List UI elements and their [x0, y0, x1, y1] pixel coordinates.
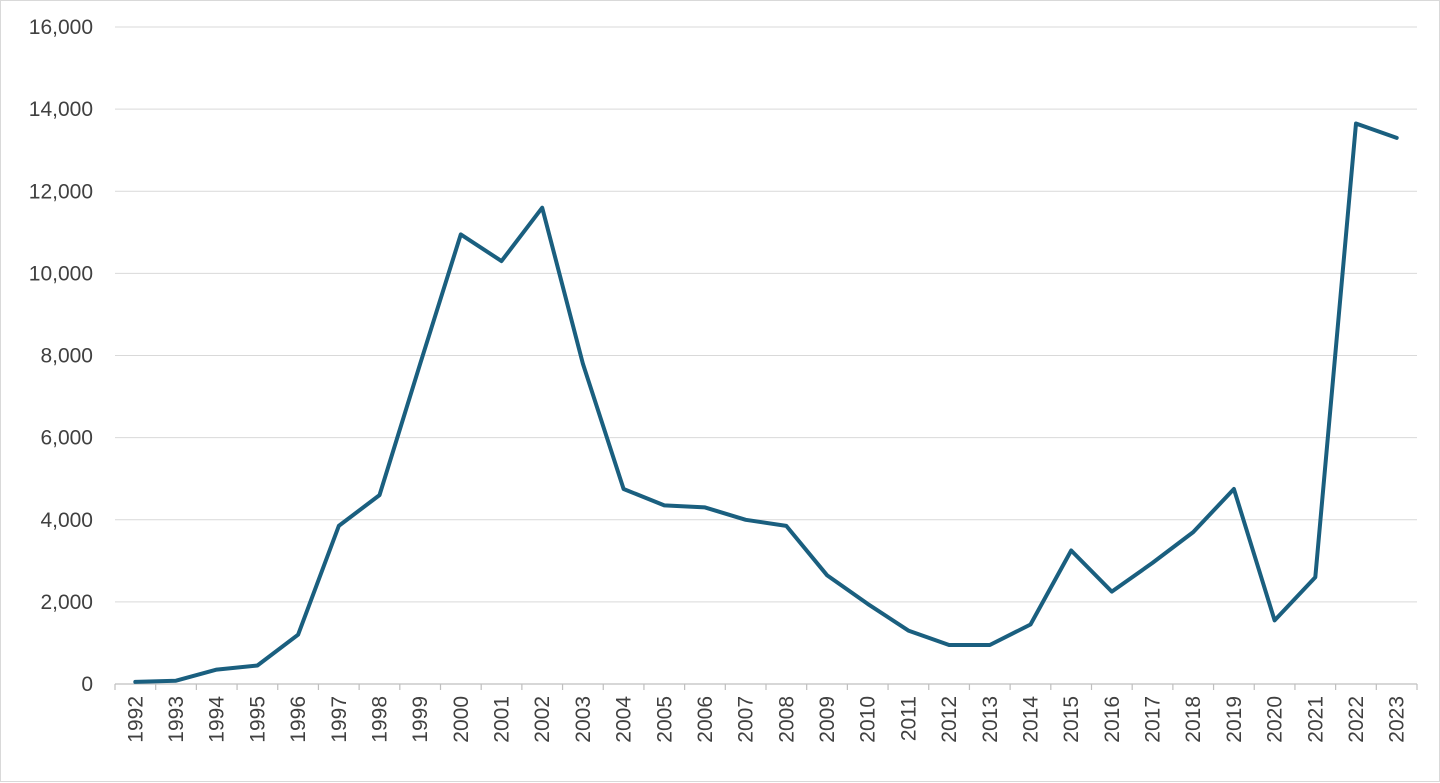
data-point-2019 [1231, 486, 1237, 492]
data-point-2004 [621, 486, 627, 492]
data-point-2006 [702, 504, 708, 510]
x-tick-label: 1998 [368, 696, 391, 743]
grid-lines [115, 26, 1417, 603]
data-point-2007 [743, 517, 749, 523]
x-tick-label: 2010 [857, 696, 880, 743]
data-point-2000 [458, 231, 464, 237]
data-point-2016 [1109, 589, 1115, 595]
x-tick-label: 2021 [1304, 696, 1327, 743]
x-tick-label: 2007 [735, 696, 758, 743]
x-tick-label: 2022 [1345, 696, 1368, 743]
data-point-1995 [254, 663, 260, 669]
x-tick-label: 2017 [1142, 696, 1165, 743]
x-tick-label: 2005 [653, 696, 676, 743]
x-tick-label: 2004 [613, 696, 636, 743]
data-point-2008 [783, 523, 789, 529]
x-tick-label: 1992 [124, 696, 147, 743]
y-tick-label: 6,000 [40, 427, 93, 450]
x-tick-label: 1999 [409, 696, 432, 743]
y-tick-label: 16,000 [29, 16, 93, 39]
x-tick-label: 2009 [816, 696, 839, 743]
x-tick-label: 2023 [1386, 696, 1409, 743]
y-tick-label: 12,000 [29, 180, 93, 203]
data-point-2005 [661, 502, 667, 508]
x-tick-label: 1994 [206, 696, 229, 743]
data-point-2017 [1150, 560, 1156, 566]
data-point-1997 [336, 523, 342, 529]
x-tick-label: 2020 [1264, 696, 1287, 743]
y-tick-label: 4,000 [40, 509, 93, 532]
x-tick-label: 1997 [328, 696, 351, 743]
x-tick-label: 1993 [165, 696, 188, 743]
data-point-1996 [295, 632, 301, 638]
y-tick-label: 14,000 [29, 98, 93, 121]
x-tick-label: 2018 [1182, 696, 1205, 743]
data-point-2014 [1027, 621, 1033, 627]
series-line-0 [133, 121, 1399, 684]
data-point-2015 [1068, 548, 1074, 554]
data-point-2010 [865, 601, 871, 607]
data-point-1994 [214, 667, 220, 673]
x-tick-label: 2003 [572, 696, 595, 743]
series-layer [132, 120, 1400, 685]
data-point-2020 [1272, 617, 1278, 623]
y-tick-label: 10,000 [29, 262, 93, 285]
x-tick-label: 2000 [450, 696, 473, 743]
x-tick-label: 2011 [897, 696, 920, 741]
data-point-2002 [539, 205, 545, 211]
data-point-1999 [417, 361, 423, 367]
data-point-2022 [1353, 120, 1359, 126]
data-point-2018 [1190, 529, 1196, 535]
data-point-2021 [1312, 574, 1318, 580]
data-point-2012 [946, 642, 952, 648]
y-tick-label: 0 [81, 673, 93, 696]
x-tick-label: 2014 [1019, 696, 1042, 743]
data-point-2011 [905, 628, 911, 634]
y-axis: 0 2,000 4,000 6,000 8,000 10,000 12,000 14,000 1… [29, 16, 93, 696]
data-point-1993 [173, 678, 179, 684]
x-tick-label: 2013 [979, 696, 1002, 743]
y-tick-label: 2,000 [40, 591, 93, 614]
x-tick-label: 2001 [491, 696, 514, 743]
data-point-2009 [824, 572, 830, 578]
y-tick-label: 8,000 [40, 345, 93, 368]
data-point-2003 [580, 361, 586, 367]
x-tick-label: 2016 [1101, 696, 1124, 743]
data-point-2013 [987, 642, 993, 648]
x-tick-label: 2019 [1223, 696, 1246, 743]
x-tick-label: 1996 [287, 696, 310, 743]
x-tick-label: 2008 [775, 696, 798, 743]
data-point-1992 [132, 679, 138, 685]
x-tick-label: 2002 [531, 696, 554, 743]
data-point-2001 [499, 258, 505, 264]
x-tick-label: 2006 [694, 696, 717, 743]
data-point-2023 [1394, 135, 1400, 141]
x-tick-label: 2015 [1060, 696, 1083, 743]
data-point-1998 [376, 492, 382, 498]
x-axis: 1992 1993 1994 1995 1996 1997 1998 1999 2000 2001… [114, 683, 1418, 743]
x-tick-label: 1995 [246, 696, 269, 743]
x-tick-label: 2012 [938, 696, 961, 743]
